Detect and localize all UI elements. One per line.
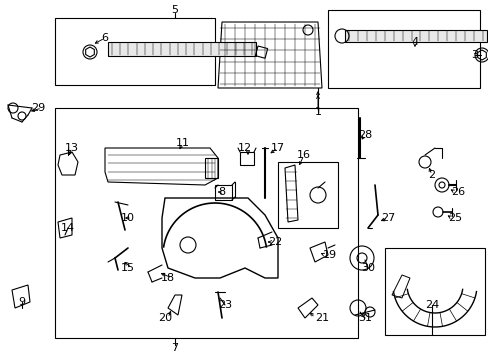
- Text: 29: 29: [31, 103, 45, 113]
- Text: 13: 13: [65, 143, 79, 153]
- Bar: [55, 108, 357, 338]
- Text: 1: 1: [314, 107, 321, 117]
- Text: 19: 19: [322, 250, 336, 260]
- Bar: [384, 248, 484, 335]
- Text: 20: 20: [158, 313, 172, 323]
- Text: 22: 22: [267, 237, 282, 247]
- Bar: [278, 162, 337, 228]
- Text: 4: 4: [410, 37, 418, 47]
- Bar: [55, 18, 215, 85]
- Text: 31: 31: [357, 313, 371, 323]
- Bar: [108, 42, 256, 56]
- Bar: [255, 46, 267, 58]
- Text: 15: 15: [121, 263, 135, 273]
- Bar: [240, 152, 253, 165]
- Text: 24: 24: [424, 300, 438, 310]
- Text: 8: 8: [218, 187, 225, 197]
- Text: 6: 6: [102, 33, 108, 43]
- Text: 26: 26: [450, 187, 464, 197]
- Bar: [327, 10, 479, 88]
- Text: 7: 7: [171, 343, 178, 353]
- Text: 25: 25: [447, 213, 461, 223]
- Text: 3: 3: [470, 50, 478, 60]
- Text: 28: 28: [357, 130, 371, 140]
- Bar: [215, 185, 231, 200]
- Text: 16: 16: [296, 150, 310, 160]
- Text: 11: 11: [176, 138, 190, 148]
- Text: 30: 30: [360, 263, 374, 273]
- Text: 14: 14: [61, 223, 75, 233]
- Text: 2: 2: [427, 170, 435, 180]
- Text: 17: 17: [270, 143, 285, 153]
- Text: 18: 18: [161, 273, 175, 283]
- Text: 27: 27: [380, 213, 394, 223]
- Text: 23: 23: [218, 300, 232, 310]
- Bar: [204, 158, 218, 178]
- Text: 12: 12: [238, 143, 251, 153]
- Text: 10: 10: [121, 213, 135, 223]
- Text: 21: 21: [314, 313, 328, 323]
- Text: 9: 9: [19, 297, 25, 307]
- Text: 5: 5: [171, 5, 178, 15]
- Bar: [345, 30, 486, 42]
